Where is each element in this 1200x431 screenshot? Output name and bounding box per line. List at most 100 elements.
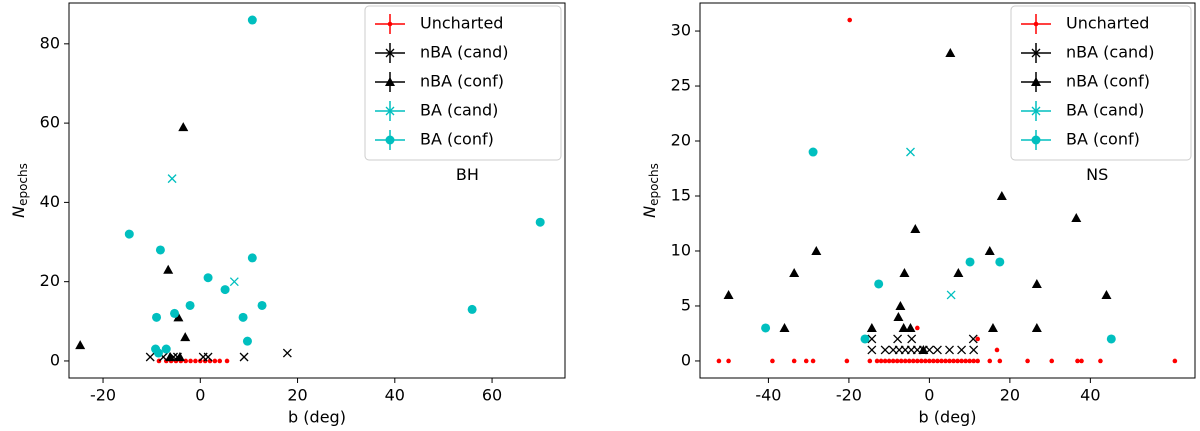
x-stroke [946,290,956,300]
circle-marker [874,279,884,289]
y-axis-subscript: epochs [16,163,30,206]
triangle-marker [723,289,734,299]
dot-marker [931,358,936,364]
annotation: BH [456,165,479,184]
dot-marker [1033,21,1039,27]
subplot: -40 -20 0 20 40 0 5 10 15 20 25 30 b (deg) Nepochs NS U… [640,2,1196,427]
dot-marker [847,17,853,23]
dot-marker [1079,358,1084,364]
triangle-marker [789,267,800,277]
circle-marker [535,217,545,227]
y-tick-label: 15 [671,185,691,204]
x-tick-label: 40 [1080,386,1100,405]
x-stroke [1031,106,1041,116]
x-axis-label: b (deg) [288,408,346,427]
circle-marker [170,308,180,318]
legend-label: BA (cand) [1066,101,1144,120]
x-marker [282,348,292,358]
triangle-marker [996,190,1007,200]
x-tick-label: 20 [1000,386,1020,405]
dot-marker [726,358,731,364]
y-tick-label: 40 [40,192,60,211]
x-tick-label: -20 [90,386,116,405]
dot-marker [886,358,892,364]
x-stroke [907,334,917,344]
dot-marker [935,358,940,364]
triangle-marker [918,344,929,354]
dot-marker [224,358,230,364]
dot-marker [915,325,920,331]
x-marker [946,290,956,300]
dot-marker [212,358,218,364]
legend-label: nBA (cand) [1066,43,1155,62]
circle-marker [155,245,165,255]
triangle-marker [910,223,921,233]
annotation: NS [1086,165,1108,184]
dot-marker [890,358,896,364]
triangle-marker [987,322,998,332]
legend: Uncharted nBA (cand) nBA (conf) BA (cand) BA… [364,5,562,161]
circle-marker [124,229,134,239]
x-stroke [385,48,395,58]
legend-frame [1010,5,1192,161]
y-tick-label: 20 [671,131,691,150]
dot-marker [959,358,964,364]
dot-marker [867,358,873,364]
x-tick-label: 0 [195,386,205,405]
dot-marker [951,358,956,364]
dot-marker [844,358,850,364]
circle-marker [203,273,213,283]
legend-label: BA (cand) [420,101,498,120]
x-marker [1031,106,1041,116]
x-marker [385,48,395,58]
x-marker [893,334,903,344]
circle-marker [965,257,975,267]
circle-marker [152,312,162,322]
triangle-marker [163,264,174,274]
plot-area [75,15,545,364]
x-marker [945,345,954,355]
y-axis-label: Nepochs [9,163,30,218]
y-tick-label: 10 [671,240,691,259]
y-tick-label: 80 [40,33,60,52]
x-marker [957,345,967,355]
x-tick-label: 0 [924,386,934,405]
dot-marker [939,358,944,364]
y-axis-subscript: epochs [647,163,661,206]
triangle-marker [1031,278,1042,288]
triangle-marker [895,300,906,310]
y-tick-label: 0 [681,350,691,369]
x-marker [867,334,877,344]
x-stroke [229,277,239,287]
dot-marker [1098,358,1103,364]
dot-marker [1172,358,1178,364]
dot-marker [898,358,904,364]
circle-marker [808,147,818,157]
x-stroke [239,352,249,362]
dot-marker [217,358,223,364]
x-marker [880,345,890,355]
circle-marker [257,300,267,310]
triangle-marker [75,340,86,350]
x-marker [385,106,395,116]
dot-marker [1049,358,1055,364]
y-tick-label: 5 [681,295,691,314]
x-stroke [893,334,903,344]
x-stroke [385,106,395,116]
dot-marker [1075,358,1080,364]
x-stroke [282,348,292,358]
axes-frame [699,2,1196,379]
x-stroke [880,345,890,355]
circle-marker [385,135,395,145]
x-stroke [867,345,877,355]
y-tick-label: 20 [40,271,60,290]
circle-marker [995,257,1005,267]
legend-label: Uncharted [420,14,503,33]
circle-marker [161,344,171,354]
x-marker [968,334,978,344]
triangle-marker [1071,212,1082,222]
circle-marker [185,300,195,310]
triangle-marker [866,322,877,332]
dot-marker [791,358,797,364]
x-tick-label: -20 [836,386,862,405]
